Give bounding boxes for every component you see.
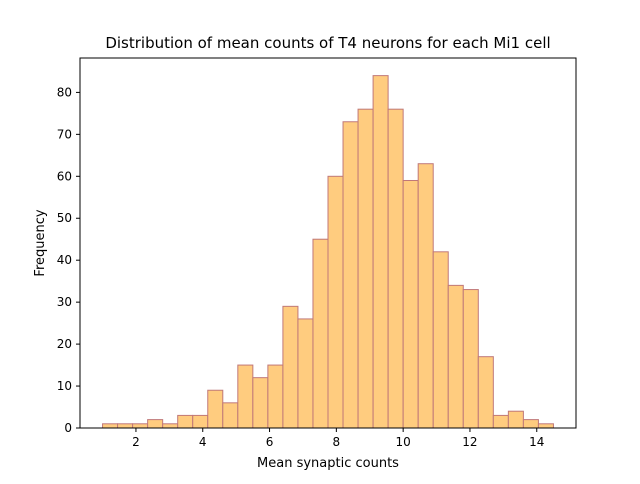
x-tick-label: 4 (199, 435, 207, 449)
histogram-bar-1 (102, 423, 119, 429)
x-axis: 2 4 6 8 10 12 14 (132, 428, 544, 449)
histogram-bar-8 (207, 389, 224, 429)
y-axis: 0 10 20 30 40 50 60 70 80 (57, 85, 80, 435)
y-tick-label: 80 (57, 85, 72, 99)
y-tick-label: 20 (57, 337, 72, 351)
y-tick-label: 50 (57, 211, 72, 225)
x-axis-label: Mean synaptic counts (257, 456, 399, 471)
y-tick-label: 0 (64, 421, 72, 435)
histogram-bar-30 (537, 423, 554, 429)
histogram-bar-24 (447, 284, 464, 429)
bars-layer (102, 75, 554, 429)
x-tick-label: 12 (462, 435, 477, 449)
x-tick-label: 14 (529, 435, 544, 449)
y-tick-label: 30 (57, 295, 72, 309)
histogram-bar-14 (297, 318, 314, 429)
histogram-bar-26 (477, 356, 494, 429)
histogram-bar-17 (342, 121, 359, 429)
histogram-bar-25 (462, 289, 479, 429)
histogram-bar-12 (267, 364, 284, 429)
y-tick-label: 70 (57, 127, 72, 141)
histogram-bar-23 (432, 251, 449, 429)
histogram-bar-19 (372, 75, 389, 429)
histogram-bar-7 (192, 414, 209, 429)
histogram-bar-3 (132, 423, 149, 429)
histogram-bar-11 (252, 377, 269, 429)
histogram-bar-27 (492, 414, 509, 429)
x-tick-label: 10 (396, 435, 411, 449)
x-tick-label: 8 (333, 435, 341, 449)
histogram-bar-5 (162, 423, 179, 429)
histogram-bar-29 (522, 419, 539, 429)
histogram-bar-28 (507, 410, 524, 429)
histogram-bar-10 (237, 364, 254, 429)
histogram-bar-20 (387, 108, 404, 429)
plot-frame (79, 57, 577, 429)
histogram-bar-4 (147, 419, 164, 429)
histogram-bar-16 (327, 175, 344, 429)
histogram-bar-2 (117, 423, 134, 429)
histogram-bar-21 (402, 179, 419, 429)
y-axis-label: Frequency (33, 209, 48, 276)
chart-title: Distribution of mean counts of T4 neuron… (105, 34, 550, 52)
x-tick-label: 6 (266, 435, 274, 449)
histogram-bar-9 (222, 402, 239, 429)
x-tick-label: 2 (132, 435, 140, 449)
histogram-bar-6 (177, 414, 194, 429)
y-tick-label: 60 (57, 169, 72, 183)
y-tick-label: 10 (57, 379, 72, 393)
histogram-bar-22 (417, 163, 434, 429)
histogram-bar-18 (357, 108, 374, 429)
histogram-bar-15 (312, 238, 329, 429)
y-tick-label: 40 (57, 253, 72, 267)
histogram-bar-13 (282, 305, 299, 429)
